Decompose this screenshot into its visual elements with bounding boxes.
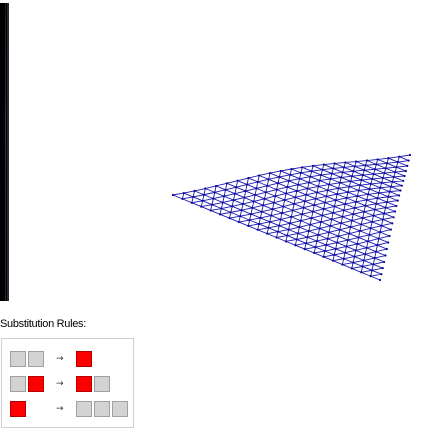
rule-arrow: → (56, 379, 64, 389)
rule-row: → (10, 351, 130, 369)
rule-rhs-cell (76, 351, 92, 367)
rule-lhs-cell (10, 401, 26, 417)
rule-lhs-cell (10, 376, 26, 392)
rule-lhs-cell (28, 376, 44, 392)
rule-rhs-cell (76, 401, 92, 417)
rule-row: → (10, 401, 130, 419)
rule-row: → (10, 376, 130, 394)
rules-title: Substitution Rules: (0, 318, 87, 330)
rule-arrow: → (56, 404, 64, 414)
rule-rhs-cell (94, 401, 110, 417)
mesh-surface-icon (171, 153, 412, 282)
rule-lhs-cell (28, 351, 44, 367)
evolution-strip-edge (5, 3, 6, 301)
evolution-strip (0, 3, 9, 301)
mesh-grid (171, 153, 412, 282)
rule-lhs-cell (10, 351, 26, 367)
rule-rhs-cell (76, 376, 92, 392)
rule-rhs-cell (112, 401, 128, 417)
rule-arrow: → (56, 354, 64, 364)
rules-panel: → → → (1, 338, 134, 428)
rule-rhs-cell (94, 376, 110, 392)
